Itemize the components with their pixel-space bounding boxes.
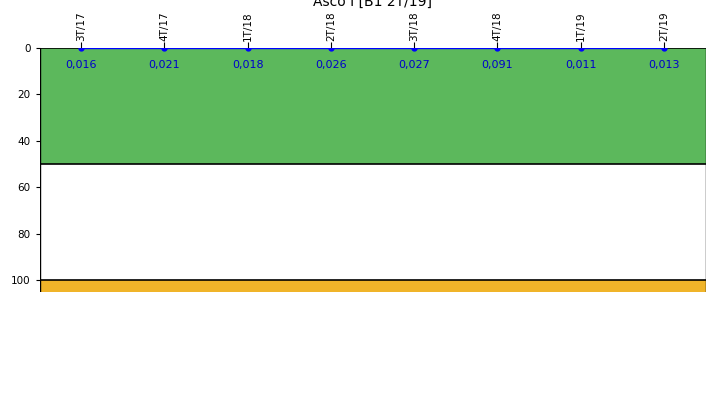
Text: 0,016: 0,016 bbox=[66, 60, 97, 70]
Text: 0,026: 0,026 bbox=[315, 60, 347, 70]
Text: 0,018: 0,018 bbox=[232, 60, 264, 70]
Bar bbox=[40, 48, 706, 164]
Bar bbox=[40, 164, 706, 280]
Text: 0,011: 0,011 bbox=[565, 60, 596, 70]
Bar bbox=[40, 280, 706, 292]
Text: 0,027: 0,027 bbox=[398, 60, 430, 70]
Title: Ascó I [B1 2T/19]: Ascó I [B1 2T/19] bbox=[313, 0, 432, 9]
Text: 0,013: 0,013 bbox=[648, 60, 680, 70]
Text: 0,091: 0,091 bbox=[482, 60, 513, 70]
Text: 0,021: 0,021 bbox=[148, 60, 180, 70]
Legend: B1 <= 50, 50 < B1 <= 100, B1 > 100: B1 <= 50, 50 < B1 <= 100, B1 > 100 bbox=[204, 396, 541, 400]
